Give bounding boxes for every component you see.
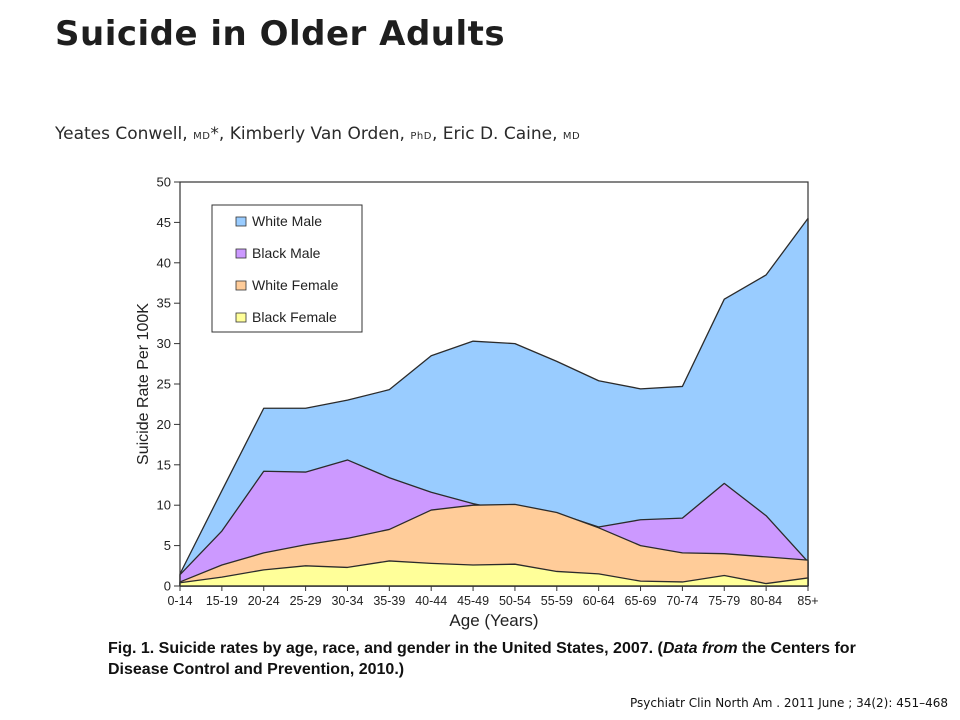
- author-degree: MD: [193, 131, 211, 142]
- caption-label: Fig. 1.: [108, 640, 155, 657]
- caption-source: the Centers for Disease Control and Prev…: [108, 640, 856, 678]
- x-axis-label: Age (Years): [449, 611, 538, 630]
- x-tick-label: 65-69: [625, 594, 657, 608]
- legend-label: White Female: [252, 277, 339, 293]
- citation: Psychiatr Clin North Am . 2011 June ; 34…: [630, 696, 948, 710]
- author-name: , Eric D. Caine,: [431, 124, 563, 144]
- x-tick-label: 20-24: [248, 594, 280, 608]
- caption-text: Suicide rates by age, race, and gender i…: [154, 640, 663, 657]
- y-tick-label: 15: [157, 457, 171, 472]
- y-tick-label: 40: [157, 255, 171, 270]
- author-name: Yeates Conwell,: [55, 124, 194, 144]
- author-line: Yeates Conwell, MD*, Kimberly Van Orden,…: [55, 124, 580, 144]
- page-title: Suicide in Older Adults: [55, 14, 506, 54]
- y-tick-label: 45: [157, 215, 171, 230]
- area-series-black-female: [179, 560, 809, 587]
- author-name: , Kimberly Van Orden,: [218, 124, 411, 144]
- chart-areas: [179, 217, 809, 587]
- y-tick-label: 35: [157, 296, 171, 311]
- x-tick-label: 0-14: [167, 594, 192, 608]
- x-tick-label: 35-39: [373, 594, 405, 608]
- y-tick-label: 10: [157, 498, 171, 513]
- author-degree: PhD: [410, 131, 432, 142]
- y-axis-label: Suicide Rate Per 100K: [135, 303, 152, 465]
- legend-swatch: [235, 248, 247, 259]
- corresponding-mark: *: [210, 124, 219, 144]
- legend-swatch: [235, 216, 247, 227]
- y-tick-label: 25: [157, 377, 171, 392]
- y-tick-label: 50: [157, 175, 171, 190]
- caption-source-italic: Data from: [662, 640, 738, 657]
- y-tick-label: 30: [157, 336, 171, 351]
- x-axis: 0-14 15-19 20-24 25-29 30-34 35-39 40-44 45-49 5…: [167, 586, 819, 608]
- x-tick-label: 50-54: [499, 594, 531, 608]
- legend-label: Black Female: [252, 309, 337, 325]
- chart-legend: White Male Black Male White Female Black Fe…: [211, 204, 363, 333]
- legend-label: White Male: [252, 213, 322, 229]
- x-tick-label: 70-74: [666, 594, 698, 608]
- legend-label: Black Male: [252, 245, 321, 261]
- x-tick-label: 85+: [797, 594, 818, 608]
- x-tick-label: 40-44: [415, 594, 447, 608]
- x-tick-label: 60-64: [583, 594, 615, 608]
- y-axis: 0 5 10 15 20 25 30 35 40 45 50: [157, 175, 180, 594]
- x-tick-label: 45-49: [457, 594, 489, 608]
- legend-swatch: [235, 312, 247, 323]
- y-tick-label: 20: [157, 417, 171, 432]
- x-tick-label: 75-79: [708, 594, 740, 608]
- x-tick-label: 15-19: [206, 594, 238, 608]
- legend-swatch: [235, 280, 247, 291]
- figure-caption: Fig. 1. Suicide rates by age, race, and …: [108, 638, 868, 680]
- y-tick-label: 0: [164, 579, 171, 594]
- area-series-white-female: [179, 503, 809, 587]
- x-tick-label: 30-34: [331, 594, 363, 608]
- x-tick-label: 25-29: [290, 594, 322, 608]
- x-tick-label: 55-59: [541, 594, 573, 608]
- x-tick-label: 80-84: [750, 594, 782, 608]
- author-degree: MD: [562, 131, 581, 142]
- y-tick-label: 5: [164, 538, 171, 553]
